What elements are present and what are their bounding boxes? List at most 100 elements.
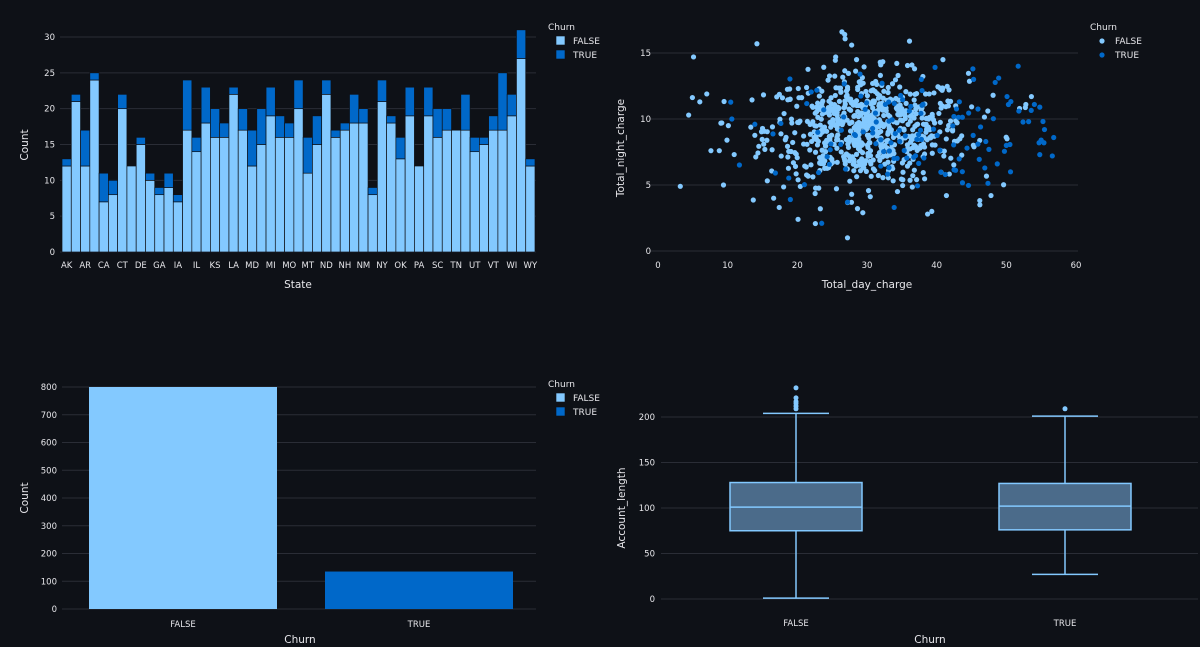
point-false — [912, 143, 919, 149]
point-false — [851, 168, 857, 174]
outlier-false — [793, 395, 799, 401]
point-true — [815, 129, 821, 135]
point-false — [797, 183, 803, 190]
point-false — [928, 133, 935, 139]
point-false — [752, 132, 758, 138]
point-false — [792, 163, 799, 170]
point-false — [948, 155, 954, 161]
point-false — [842, 36, 848, 42]
point-false — [847, 178, 853, 184]
point-true — [878, 163, 884, 169]
point-false — [875, 95, 882, 101]
bar-true-nm — [358, 108, 369, 124]
point-false — [859, 141, 866, 147]
point-false — [697, 99, 703, 105]
point-true — [873, 119, 879, 125]
point-false — [903, 89, 909, 95]
point-false — [937, 129, 943, 135]
y-axis-title: Count — [19, 482, 31, 513]
point-false — [937, 100, 943, 106]
point-false — [814, 142, 821, 148]
point-false — [907, 118, 913, 124]
point-false — [716, 148, 722, 154]
point-false — [932, 120, 938, 126]
bar-false-mn — [274, 136, 285, 253]
bar-false-mo — [284, 136, 295, 253]
point-false — [783, 134, 789, 140]
point-false — [926, 91, 932, 97]
point-false — [834, 112, 840, 118]
point-true — [898, 92, 904, 99]
point-true — [934, 132, 940, 138]
point-true — [975, 141, 981, 147]
y-tick-label: 100 — [639, 504, 655, 514]
point-true — [881, 148, 887, 155]
point-true — [870, 130, 876, 136]
point-false — [897, 84, 903, 90]
bar-false-va — [479, 144, 489, 253]
bar-false-ok — [395, 158, 406, 253]
point-false — [838, 89, 844, 95]
x-tick-label: 0 — [655, 261, 660, 271]
x-axis-title: Churn — [284, 634, 315, 646]
bar-false-me — [256, 144, 267, 253]
point-false — [822, 165, 828, 171]
point-true — [826, 161, 832, 167]
point-false — [904, 62, 911, 69]
point-false — [807, 121, 813, 128]
point-false — [977, 197, 983, 204]
x-tick-label: AK — [61, 261, 73, 271]
legend-title: Churn — [548, 23, 575, 33]
x-tick-label: VT — [488, 261, 500, 271]
y-tick-label: 600 — [41, 439, 57, 449]
point-false — [971, 144, 977, 150]
point-true — [863, 100, 870, 106]
bar-false-mt — [302, 172, 313, 253]
y-tick-label: 10 — [44, 176, 55, 186]
point-false — [833, 186, 840, 192]
point-false — [913, 111, 919, 117]
point-true — [882, 101, 889, 107]
x-tick-label: TRUE — [1053, 619, 1077, 629]
point-false — [778, 153, 784, 159]
point-true — [918, 136, 925, 143]
point-true — [886, 148, 892, 154]
point-false — [1023, 101, 1029, 108]
x-tick-label: GA — [153, 261, 166, 271]
x-tick-label: WY — [524, 261, 538, 271]
point-true — [838, 127, 844, 133]
point-true — [976, 156, 982, 162]
x-tick-label: IA — [174, 261, 183, 271]
point-false — [788, 116, 795, 122]
point-true — [919, 87, 925, 94]
bar-false-ne — [330, 136, 341, 253]
bar-true-mn — [274, 115, 285, 138]
x-tick-label: MO — [282, 261, 296, 271]
point-false — [921, 144, 928, 150]
point-false — [846, 138, 852, 145]
x-tick-label: 30 — [862, 261, 873, 271]
point-false — [856, 125, 862, 131]
legend-label-true: TRUE — [1114, 51, 1139, 61]
point-true — [917, 127, 924, 133]
bar-true-wv — [516, 29, 527, 59]
x-tick-label: LA — [228, 261, 239, 271]
y-tick-label: 20 — [44, 105, 55, 115]
point-false — [849, 191, 855, 197]
point-false — [823, 148, 829, 155]
bar-false-ky — [219, 136, 230, 253]
point-false — [860, 210, 866, 216]
point-false — [689, 94, 695, 101]
point-true — [906, 108, 912, 114]
y-tick-label: 800 — [41, 383, 57, 393]
y-tick-label: 700 — [41, 411, 57, 421]
point-true — [994, 161, 1000, 167]
legend-label-false: FALSE — [573, 394, 600, 404]
point-false — [764, 137, 770, 143]
point-false — [941, 153, 947, 159]
bar-true-tx — [460, 93, 471, 131]
point-true — [1007, 169, 1014, 175]
point-false — [920, 170, 926, 176]
point-false — [802, 163, 808, 169]
point-false — [804, 141, 810, 147]
